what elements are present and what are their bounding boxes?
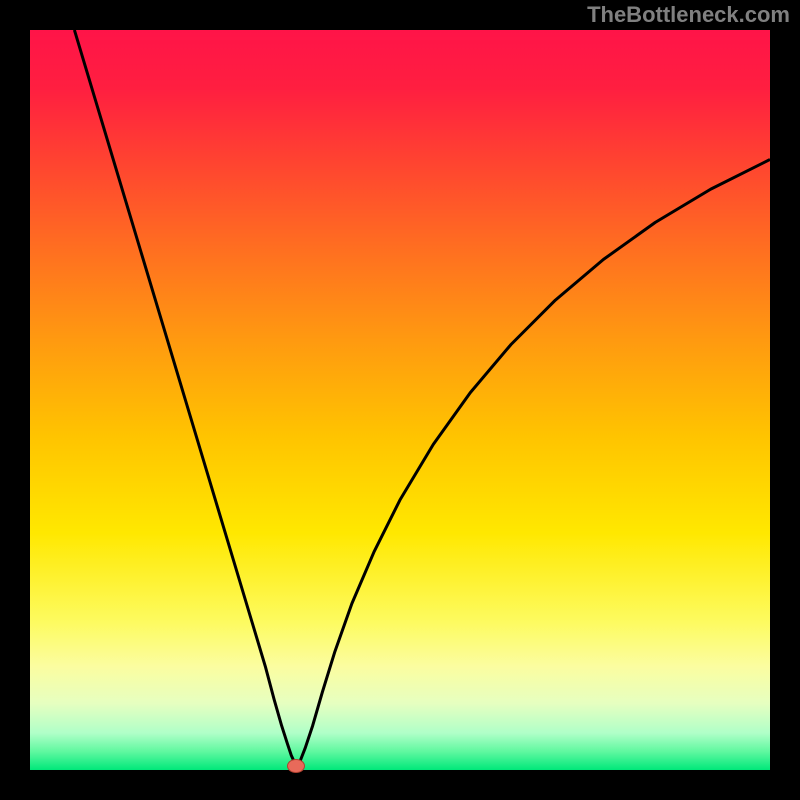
watermark-text: TheBottleneck.com xyxy=(587,2,790,28)
plot-area xyxy=(30,30,770,770)
bottleneck-curve xyxy=(30,30,770,770)
optimum-marker xyxy=(287,759,305,773)
